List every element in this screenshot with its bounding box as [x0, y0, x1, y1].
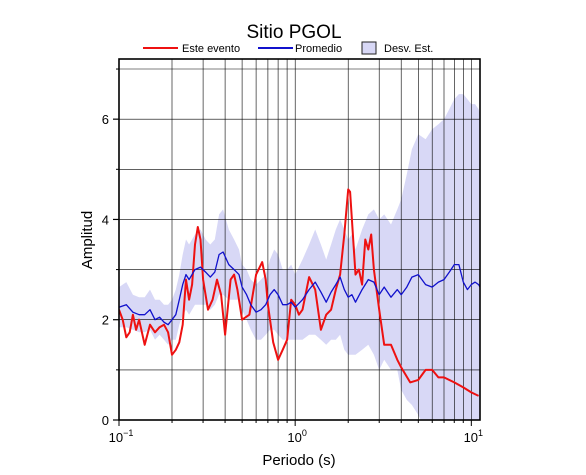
- y-tick-label: 2: [102, 313, 109, 328]
- legend-swatch-desv-est: [361, 41, 377, 55]
- plot-frame: [118, 58, 481, 421]
- axis-layer: 0 2 4 6 10−1 100 101: [102, 68, 483, 445]
- x-tick-label: 101: [464, 428, 483, 445]
- y-axis-label: Amplitud: [79, 211, 96, 269]
- std-band-layer: [119, 94, 480, 420]
- legend: Este evento Promedio Desv. Est.: [143, 41, 433, 55]
- x-tick-label: 100: [287, 428, 306, 445]
- chart-title: Sitio PGOL: [246, 22, 341, 43]
- grid-layer: [119, 59, 480, 420]
- series-line-promedio: [119, 251, 480, 326]
- legend-label-promedio: Promedio: [295, 43, 342, 55]
- y-tick-label: 6: [102, 112, 109, 127]
- std-band: [119, 94, 480, 420]
- series-line-este-evento: [119, 188, 480, 397]
- x-axis-label: Periodo (s): [262, 452, 335, 469]
- y-tick-label: 4: [102, 212, 109, 227]
- y-tick-label: 0: [102, 413, 109, 428]
- series-layer: [119, 188, 480, 397]
- legend-label-desv-est: Desv. Est.: [384, 43, 433, 55]
- legend-label-este-evento: Este evento: [182, 43, 240, 55]
- x-tick-label: 10−1: [109, 428, 134, 445]
